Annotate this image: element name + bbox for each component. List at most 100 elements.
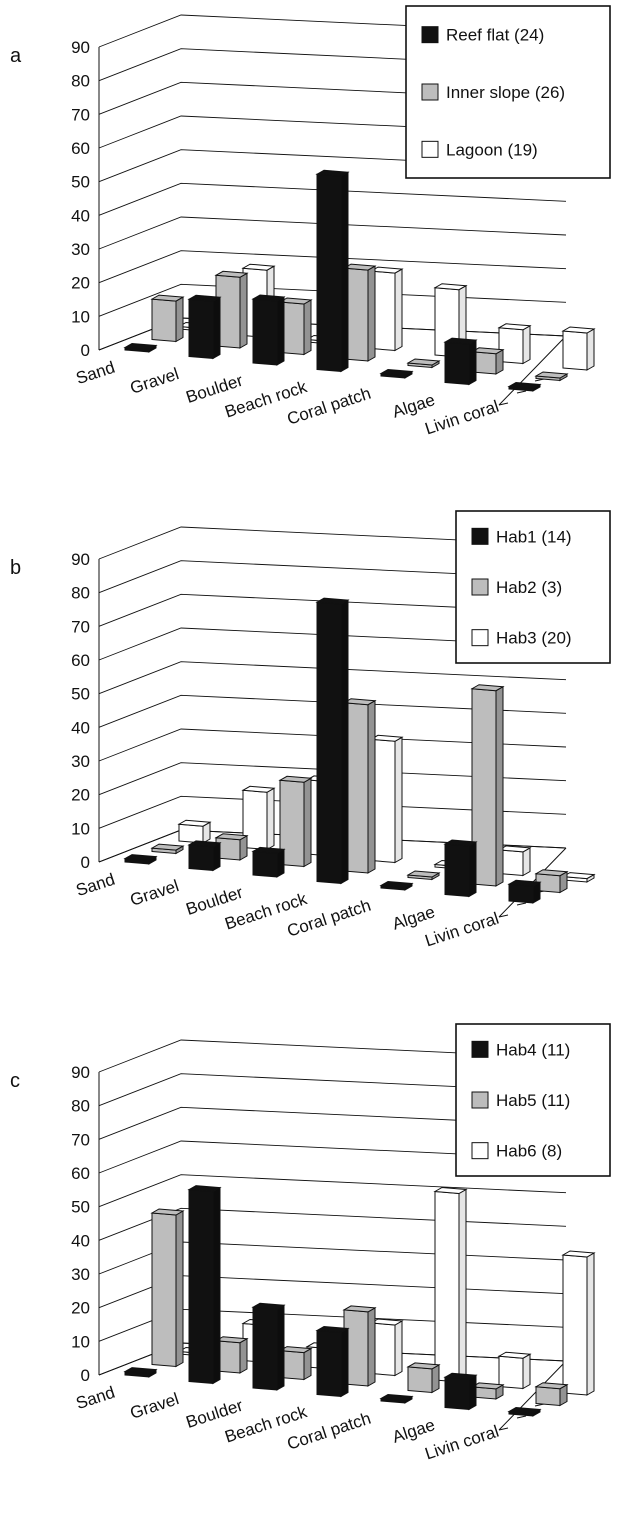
bar-top xyxy=(507,381,542,390)
bar-side xyxy=(367,265,376,362)
gridline xyxy=(98,1140,567,1174)
bar-top xyxy=(406,358,441,366)
bar-top xyxy=(123,854,158,862)
depth-tick xyxy=(516,902,527,906)
legend-swatch xyxy=(421,83,439,101)
bar-top xyxy=(433,283,468,291)
bar xyxy=(123,854,158,865)
bar-top xyxy=(315,169,350,177)
legend-label: Hab4 (11) xyxy=(496,1040,570,1059)
bar-side xyxy=(522,847,531,877)
bar-top xyxy=(379,880,414,889)
legend-swatch xyxy=(471,1142,489,1160)
x-tick-label: Gravel xyxy=(128,364,181,398)
bar xyxy=(177,819,212,844)
bar xyxy=(534,371,569,382)
bar xyxy=(561,872,596,883)
legend-box xyxy=(405,5,611,179)
y-tick-label: 90 xyxy=(71,1063,90,1082)
y-tick-label: 30 xyxy=(71,240,90,259)
bar xyxy=(315,597,350,885)
gridline xyxy=(98,1106,567,1140)
bar xyxy=(443,839,478,898)
bar-top xyxy=(187,840,222,848)
bar-side xyxy=(340,171,349,373)
y-tick-label: 80 xyxy=(71,72,90,91)
legend-swatch xyxy=(471,1091,489,1109)
depth-tick xyxy=(498,402,509,406)
bar-top xyxy=(187,1185,222,1193)
bar-side xyxy=(276,296,285,366)
bar xyxy=(497,323,532,365)
bar xyxy=(315,1325,350,1398)
bar xyxy=(561,326,596,371)
bar xyxy=(507,879,542,904)
bar-top xyxy=(187,294,222,302)
bar-side xyxy=(212,296,221,360)
gridline xyxy=(98,593,567,627)
bar-top xyxy=(214,1336,249,1344)
bar-top xyxy=(497,845,532,853)
bar-front xyxy=(151,298,177,343)
bar-front xyxy=(316,173,342,373)
bar-top xyxy=(123,1367,158,1375)
legend-label: Hab1 (14) xyxy=(496,527,572,546)
x-tick-label: Sand xyxy=(74,870,118,900)
bar-top xyxy=(561,1250,596,1258)
bar-top xyxy=(278,1346,313,1354)
y-tick-label: 10 xyxy=(71,1332,90,1351)
bar-side xyxy=(212,1186,221,1385)
bar xyxy=(278,1346,313,1381)
bar xyxy=(342,698,377,874)
bar-side xyxy=(276,1304,285,1391)
bar-side xyxy=(212,842,221,872)
bar-side xyxy=(394,736,403,864)
bar-front xyxy=(444,341,470,386)
bar xyxy=(497,1351,532,1390)
bar-top xyxy=(369,734,404,742)
bar xyxy=(433,1186,468,1383)
gridline xyxy=(98,762,567,796)
bar xyxy=(150,1208,185,1368)
y-tick-label: 40 xyxy=(71,1231,90,1250)
bar xyxy=(443,1372,478,1411)
bar-side xyxy=(239,272,248,349)
bar-top xyxy=(278,297,313,305)
gridline xyxy=(98,182,567,216)
bar-front xyxy=(188,298,214,360)
legend-swatch xyxy=(471,1040,489,1058)
bar-top xyxy=(433,1186,468,1195)
bar xyxy=(534,1382,569,1407)
bar-side xyxy=(266,787,275,851)
bar-top xyxy=(443,1372,478,1380)
x-tick-label: Sand xyxy=(74,358,118,388)
y-tick-label: 60 xyxy=(71,1164,90,1183)
bar xyxy=(241,785,276,851)
panel-label: b xyxy=(10,557,21,579)
y-tick-label: 0 xyxy=(81,853,90,872)
bar-top xyxy=(123,342,158,351)
bar-top xyxy=(497,323,532,331)
bar-top xyxy=(443,839,478,847)
legend-swatch xyxy=(421,140,439,158)
bar-top xyxy=(278,775,313,783)
y-tick-label: 20 xyxy=(71,786,90,805)
bar-top xyxy=(379,368,414,377)
bar xyxy=(406,1362,441,1394)
bar-top xyxy=(150,294,185,302)
bar xyxy=(379,368,414,379)
bar xyxy=(342,1305,377,1387)
bar xyxy=(507,381,542,392)
bar xyxy=(470,347,505,375)
bar-side xyxy=(175,296,184,343)
bar-front xyxy=(316,1329,342,1398)
bar xyxy=(123,342,158,353)
bar-side xyxy=(431,1364,440,1394)
x-tick-label: Gravel xyxy=(128,876,181,910)
bar-top xyxy=(214,833,249,841)
bar xyxy=(379,1393,414,1404)
bar-top xyxy=(470,684,505,692)
